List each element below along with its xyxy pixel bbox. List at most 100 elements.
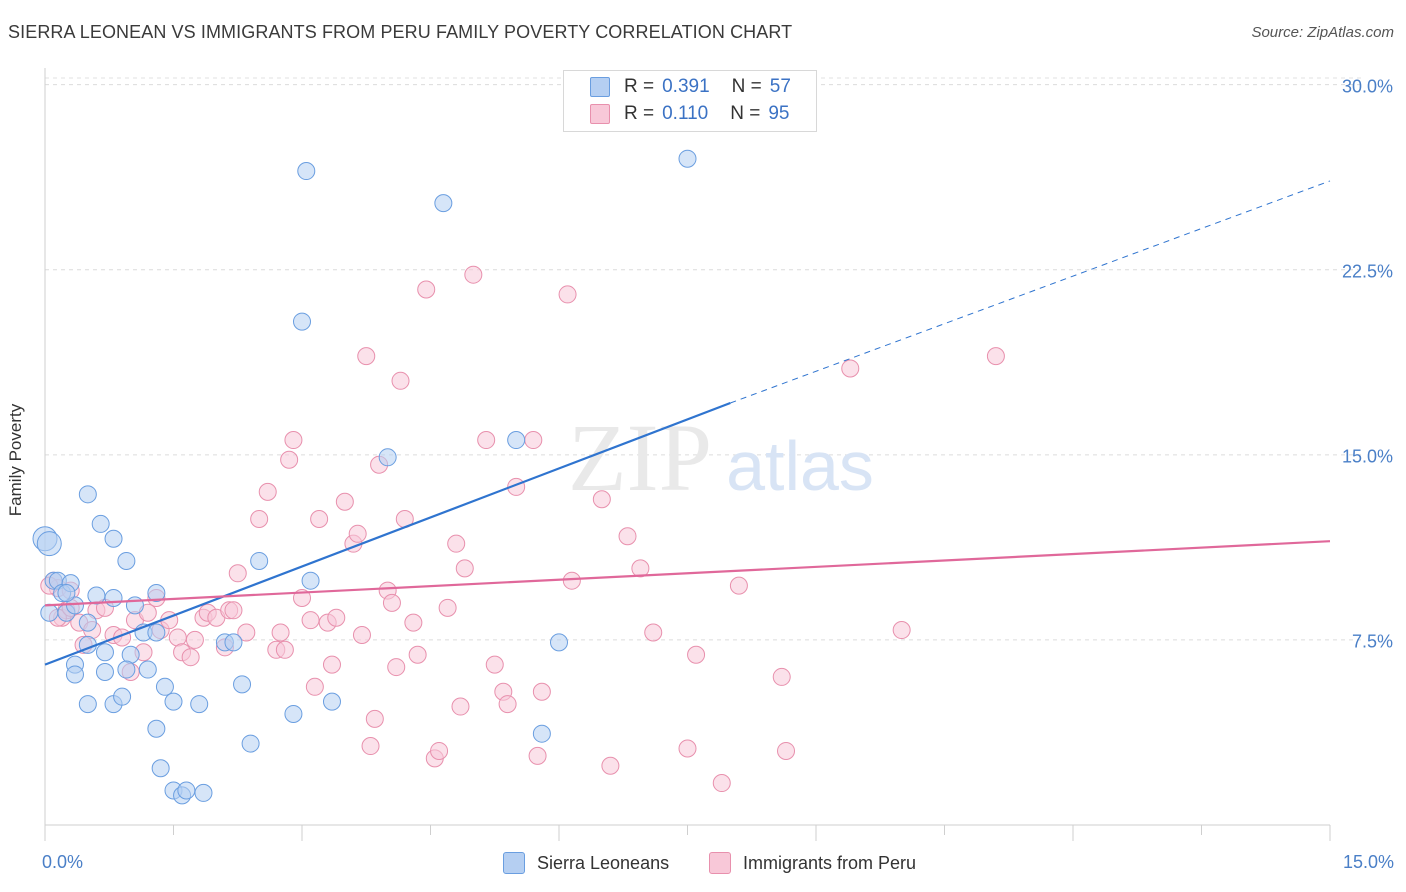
watermark-atlas: atlas xyxy=(726,427,874,505)
peru-point-67 xyxy=(464,265,483,284)
peru-point-35 xyxy=(271,623,290,642)
peru-point-47 xyxy=(348,524,367,543)
bottom-legend-peru: Immigrants from Peru xyxy=(709,852,916,874)
peru-point-62 xyxy=(430,741,449,760)
peru-point-44 xyxy=(327,608,346,627)
peru-point-90 xyxy=(892,621,911,640)
x-tick-min: 0.0% xyxy=(42,852,84,872)
peru-point-21 xyxy=(181,648,200,667)
peru-point-83 xyxy=(678,739,697,758)
peru-point-74 xyxy=(528,746,547,765)
y-tick-label-2: 22.5% xyxy=(1341,261,1393,282)
sierra-leonean-point-41 xyxy=(224,633,243,652)
peru-point-85 xyxy=(712,774,731,793)
peru-point-66 xyxy=(455,559,474,578)
legend-n-value: 57 xyxy=(769,76,791,97)
y-tick-label-0: 7.5% xyxy=(1351,631,1393,652)
peru-point-87 xyxy=(772,667,791,686)
peru-point-41 xyxy=(310,510,329,528)
peru-point-51 xyxy=(365,709,384,728)
sierra-leonean-point-56 xyxy=(57,584,76,603)
sierra-leonean-point-1 xyxy=(36,531,62,557)
sierra-leonean-point-13 xyxy=(104,588,123,607)
x-tick-max: 15.0% xyxy=(1342,852,1394,872)
peru-point-22 xyxy=(185,630,204,649)
sierra-leonean-point-31 xyxy=(155,677,174,696)
peru-point-48 xyxy=(352,625,371,644)
sierra-leonean-point-28 xyxy=(78,695,97,714)
peru-point-31 xyxy=(250,510,269,528)
peru-point-54 xyxy=(382,593,401,612)
sierra-leonean-point-18 xyxy=(125,596,144,615)
peru-point-69 xyxy=(485,655,504,674)
sierra-leonean-point-48 xyxy=(301,571,320,590)
sierra-leonean-point-32 xyxy=(164,692,183,711)
sierra-leonean-point-35 xyxy=(151,759,170,778)
sierra-leonean-point-49 xyxy=(322,692,341,711)
sierra-leonean-point-26 xyxy=(65,665,84,684)
sierra-leonean-point-30 xyxy=(113,687,132,706)
sierra-leonean-point-12 xyxy=(95,643,114,662)
legend-n-label: N = xyxy=(730,103,761,124)
sierra-leonean-point-21 xyxy=(147,584,166,603)
peru-point-84 xyxy=(687,645,706,664)
legend-r-value: 0.110 xyxy=(662,103,709,124)
peru-point-40 xyxy=(305,677,324,696)
peru-point-76 xyxy=(558,285,577,304)
peru-point-45 xyxy=(335,492,354,511)
y-tick-label-3: 30.0% xyxy=(1341,76,1393,97)
peru-point-79 xyxy=(601,756,620,775)
sierra-leonean-point-51 xyxy=(434,194,453,213)
peru-point-65 xyxy=(451,697,470,716)
sierra-leonean-point-22 xyxy=(121,645,140,664)
series-peru-points xyxy=(40,265,1005,793)
peru-point-43 xyxy=(322,655,341,674)
y-tick-label-1: 15.0% xyxy=(1341,446,1393,467)
sierra-leonean-point-46 xyxy=(293,312,311,331)
peru-point-39 xyxy=(301,611,320,630)
trend-line-sierra-leonean xyxy=(44,401,731,666)
sierra-leonean-point-39 xyxy=(194,783,213,802)
peru-point-71 xyxy=(498,695,517,714)
sierra-leonean-point-20 xyxy=(147,623,166,642)
sierra-leonean-point-44 xyxy=(250,551,269,570)
sierra-leonean-point-47 xyxy=(297,162,316,181)
sierra-leonean-point-42 xyxy=(233,675,252,694)
peru-point-34 xyxy=(275,640,294,659)
legend-swatch-blue xyxy=(590,77,610,97)
sierra-leonean-point-15 xyxy=(91,514,110,533)
peru-point-81 xyxy=(631,559,650,578)
peru-point-88 xyxy=(777,741,796,760)
peru-point-77 xyxy=(562,571,581,590)
legend-r-label: R = xyxy=(624,76,655,97)
legend-row-sierra-leonean: R = 0.391 N = 57 xyxy=(590,75,791,99)
sierra-leonean-point-6 xyxy=(40,603,59,622)
sierra-leonean-point-38 xyxy=(177,781,196,800)
correlation-legend: R = 0.391 N = 57 R = 0.110 N = 95 xyxy=(563,70,817,132)
sierra-leonean-point-27 xyxy=(95,663,114,681)
peru-point-82 xyxy=(644,623,663,642)
grid-lines xyxy=(45,77,1365,641)
peru-point-37 xyxy=(284,431,303,450)
chart-title: SIERRA LEONEAN VS IMMIGRANTS FROM PERU F… xyxy=(8,22,793,42)
sierra-leonean-point-45 xyxy=(284,704,303,723)
sierra-leonean-point-24 xyxy=(117,660,136,679)
sierra-leonean-point-17 xyxy=(117,551,136,570)
sierra-leonean-point-50 xyxy=(378,448,397,467)
sierra-leonean-point-53 xyxy=(532,724,551,743)
peru-point-78 xyxy=(592,490,611,509)
peru-point-89 xyxy=(841,359,860,378)
peru-point-58 xyxy=(404,613,423,632)
bottom-legend-swatch-blue xyxy=(503,852,525,874)
peru-point-91 xyxy=(986,347,1005,366)
sierra-leonean-point-54 xyxy=(550,633,568,652)
legend-row-peru: R = 0.110 N = 95 xyxy=(590,102,790,126)
peru-point-59 xyxy=(408,645,427,664)
sierra-leonean-point-43 xyxy=(241,734,260,753)
peru-point-68 xyxy=(477,431,496,450)
sierra-leonean-point-9 xyxy=(78,613,97,632)
legend-n-label: N = xyxy=(731,76,762,97)
peru-point-32 xyxy=(258,482,277,501)
sierra-leonean-point-55 xyxy=(678,149,697,168)
